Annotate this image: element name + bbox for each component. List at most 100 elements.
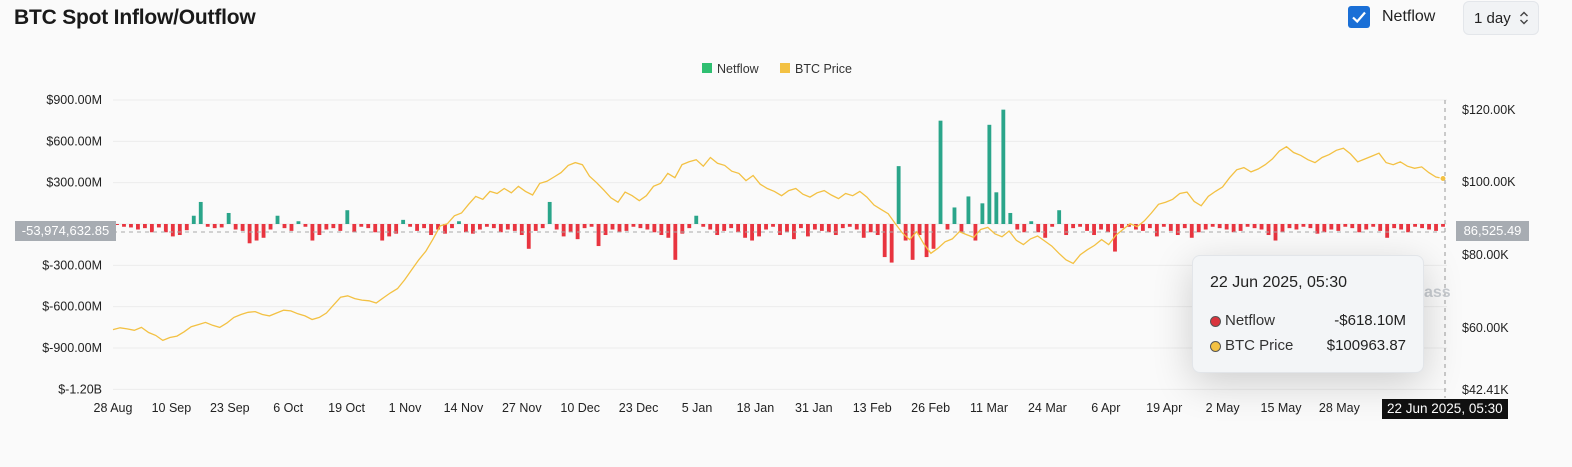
netflow-bar[interactable] [1057, 210, 1062, 224]
netflow-bar[interactable] [380, 224, 385, 241]
netflow-bar[interactable] [631, 224, 636, 227]
netflow-bar[interactable] [296, 221, 301, 224]
netflow-bar[interactable] [387, 224, 392, 237]
netflow-bar[interactable] [1301, 224, 1306, 227]
netflow-bar[interactable] [519, 224, 524, 236]
netflow-bar[interactable] [589, 224, 594, 227]
netflow-bar[interactable] [826, 224, 831, 233]
netflow-bar[interactable] [917, 224, 922, 236]
netflow-bar[interactable] [1406, 224, 1411, 233]
netflow-bar[interactable] [1140, 224, 1145, 231]
netflow-bar[interactable] [317, 224, 322, 236]
netflow-bar[interactable] [561, 224, 566, 237]
netflow-bar[interactable] [924, 224, 929, 258]
netflow-bar[interactable] [303, 224, 308, 227]
netflow-bar[interactable] [966, 196, 971, 224]
netflow-bar[interactable] [1161, 224, 1166, 227]
netflow-bar[interactable] [191, 215, 196, 224]
netflow-bar[interactable] [799, 224, 803, 229]
netflow-bar[interactable] [931, 224, 936, 249]
netflow-bar[interactable] [701, 224, 706, 227]
netflow-bar[interactable] [115, 224, 119, 225]
netflow-bar[interactable] [1357, 224, 1362, 233]
netflow-bar[interactable] [1364, 224, 1369, 230]
netflow-bar[interactable] [638, 224, 643, 229]
netflow-bar[interactable] [471, 224, 475, 234]
netflow-bar[interactable] [736, 224, 741, 233]
netflow-bar[interactable] [1154, 224, 1159, 237]
netflow-bar[interactable] [673, 224, 678, 260]
netflow-bar[interactable] [512, 224, 517, 231]
netflow-bar[interactable] [1099, 224, 1103, 230]
netflow-bar[interactable] [1413, 224, 1418, 227]
netflow-bar[interactable] [1427, 224, 1431, 230]
netflow-bar[interactable] [1071, 224, 1076, 229]
netflow-bar[interactable] [1036, 224, 1041, 233]
netflow-bar[interactable] [1120, 224, 1124, 229]
netflow-bar[interactable] [596, 224, 601, 247]
netflow-bar[interactable] [261, 224, 266, 238]
netflow-bar[interactable] [1203, 224, 1208, 230]
netflow-bar[interactable] [889, 224, 894, 263]
netflow-bar[interactable] [1266, 224, 1271, 236]
netflow-bar[interactable] [491, 224, 496, 229]
netflow-bar[interactable] [212, 224, 217, 229]
netflow-bar[interactable] [666, 224, 671, 238]
netflow-bar[interactable] [778, 224, 782, 236]
netflow-bar[interactable] [408, 224, 413, 227]
netflow-bar[interactable] [659, 224, 664, 236]
netflow-bar[interactable] [743, 224, 748, 238]
netflow-bar[interactable] [1238, 224, 1243, 231]
netflow-bar[interactable] [1294, 224, 1299, 230]
netflow-bar[interactable] [882, 224, 887, 258]
netflow-bar[interactable] [247, 224, 252, 244]
netflow-bar[interactable] [680, 224, 685, 234]
netflow-bar[interactable] [729, 224, 734, 229]
netflow-bar[interactable] [1385, 224, 1390, 238]
netflow-bar[interactable] [805, 224, 810, 237]
netflow-bar[interactable] [652, 224, 657, 233]
netflow-bar[interactable] [980, 203, 985, 224]
netflow-bar[interactable] [1147, 224, 1152, 229]
netflow-bar[interactable] [840, 224, 845, 229]
netflow-bar[interactable] [533, 224, 538, 231]
netflow-bar[interactable] [1329, 224, 1334, 230]
netflow-bar[interactable] [505, 224, 510, 230]
netflow-bar[interactable] [1336, 224, 1341, 231]
netflow-bar[interactable] [722, 224, 727, 231]
netflow-bar[interactable] [1008, 212, 1013, 224]
netflow-bar[interactable] [1322, 224, 1327, 233]
netflow-bar[interactable] [854, 224, 859, 230]
netflow-bar[interactable] [771, 224, 775, 227]
netflow-bar[interactable] [142, 224, 147, 229]
netflow-bar[interactable] [715, 224, 720, 236]
netflow-bar[interactable] [205, 224, 210, 227]
btc-price-line[interactable] [112, 145, 1444, 342]
netflow-bar[interactable] [177, 224, 182, 236]
netflow-bar[interactable] [198, 201, 203, 224]
netflow-bar[interactable] [624, 224, 629, 231]
netflow-bar[interactable] [945, 224, 950, 230]
netflow-bar[interactable] [812, 224, 817, 230]
netflow-bar[interactable] [1245, 224, 1250, 227]
netflow-bar[interactable] [1113, 224, 1117, 252]
netflow-bar[interactable] [1022, 224, 1027, 233]
netflow-bar[interactable] [833, 224, 838, 236]
netflow-bar[interactable] [547, 201, 552, 224]
netflow-bar[interactable] [1371, 224, 1376, 227]
netflow-bar[interactable] [861, 224, 866, 238]
netflow-bar[interactable] [1343, 224, 1348, 227]
legend-label[interactable]: Netflow [717, 62, 760, 76]
netflow-bar[interactable] [847, 224, 852, 227]
netflow-bar[interactable] [1259, 224, 1264, 230]
netflow-bar[interactable] [994, 192, 999, 224]
netflow-bar[interactable] [819, 224, 824, 231]
netflow-bar[interactable] [1378, 224, 1383, 231]
netflow-bar[interactable] [1078, 224, 1083, 227]
netflow-bar[interactable] [422, 224, 426, 229]
netflow-bar[interactable] [617, 224, 622, 233]
netflow-toggle-label[interactable]: Netflow [1382, 8, 1436, 25]
netflow-bar[interactable] [352, 224, 357, 233]
netflow-bar[interactable] [526, 224, 531, 249]
